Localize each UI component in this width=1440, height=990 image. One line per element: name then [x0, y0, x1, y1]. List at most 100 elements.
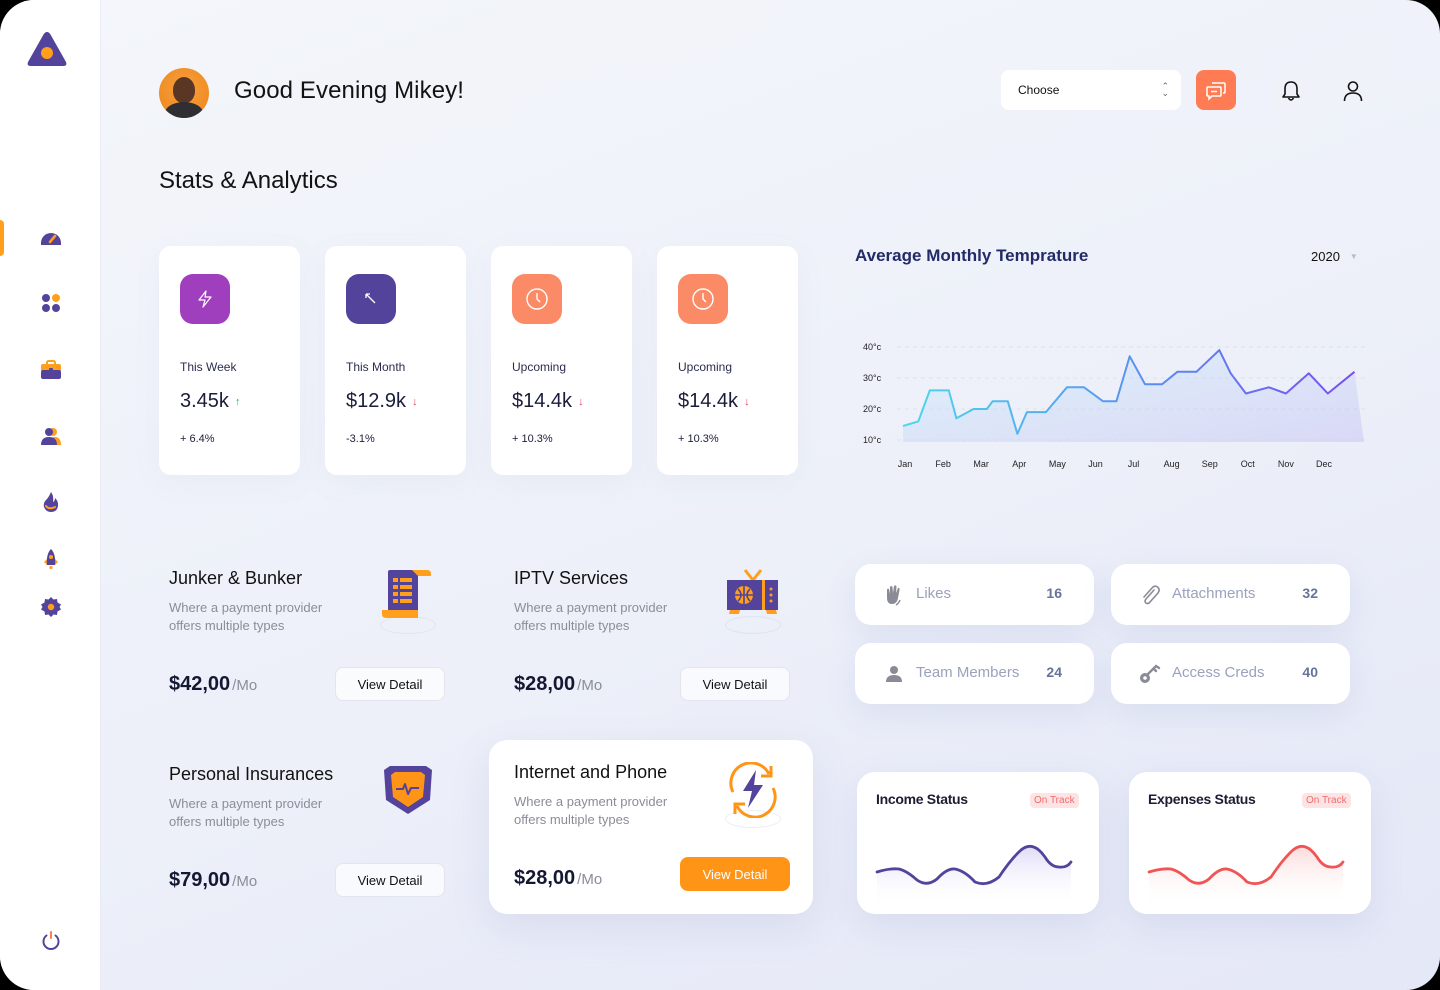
service-description: Where a payment provider offers multiple… — [514, 600, 668, 633]
bell-icon — [1282, 81, 1300, 101]
user-icon — [883, 663, 905, 685]
mini-stat-count: 16 — [1046, 585, 1062, 601]
svg-text:30°c: 30°c — [863, 373, 882, 383]
service-price: $28,00/Mo — [514, 673, 602, 696]
service-title: Junker & Bunker — [169, 568, 303, 588]
service-title: Internet and Phone — [514, 762, 668, 782]
service-price: $42,00/Mo — [169, 673, 257, 696]
key-icon — [1139, 663, 1161, 685]
mini-stat-likes[interactable]: Likes 16 — [855, 564, 1094, 625]
sidebar-item-dashboard[interactable] — [0, 220, 101, 256]
lightning-icon — [198, 290, 212, 308]
view-detail-button[interactable]: View Detail — [680, 667, 790, 701]
year-select[interactable]: 2020 ▼ — [1311, 249, 1358, 264]
avatar[interactable] — [159, 68, 209, 118]
price-period: /Mo — [232, 677, 258, 694]
service-card-junker-bunker: Junker & Bunker Where a payment provider… — [155, 546, 479, 720]
view-detail-button[interactable]: View Detail — [335, 667, 445, 701]
stat-value: 3.45k ↑ — [180, 390, 240, 413]
updown-chevron-icon: ⌃ ⌄ — [1161, 81, 1169, 98]
svg-text:Nov: Nov — [1278, 459, 1295, 469]
stat-value: $14.4k ↓ — [678, 390, 750, 413]
svg-text:Apr: Apr — [1012, 459, 1026, 469]
svg-text:Aug: Aug — [1164, 459, 1180, 469]
mini-stat-team-members[interactable]: Team Members 24 — [855, 643, 1094, 704]
chat-button[interactable] — [1196, 70, 1236, 110]
service-title: Personal Insurances — [169, 764, 334, 784]
svg-text:20°c: 20°c — [863, 404, 882, 414]
status-title: Expenses Status — [1148, 791, 1256, 807]
mini-stat-access-creds[interactable]: Access Creds 40 — [1111, 643, 1350, 704]
view-detail-button[interactable]: View Detail — [680, 857, 790, 891]
user-icon — [1343, 81, 1363, 102]
hand-wave-icon — [883, 584, 905, 606]
income-sparkline — [875, 844, 1073, 907]
arrow-up-left-icon — [365, 293, 376, 304]
sidebar-item-settings[interactable] — [0, 589, 101, 625]
service-description: Where a payment provider offers multiple… — [514, 794, 668, 827]
grid-icon — [41, 294, 60, 312]
avatar-body — [165, 102, 203, 118]
price-period: /Mo — [577, 677, 603, 694]
notifications-button[interactable] — [1278, 78, 1304, 104]
sidebar-item-trending[interactable] — [0, 484, 101, 520]
svg-text:Mar: Mar — [973, 459, 989, 469]
stat-label: This Month — [346, 360, 406, 374]
triangle-logo-icon[interactable] — [26, 30, 68, 68]
stat-change: + 10.3% — [512, 433, 553, 445]
profile-button[interactable] — [1340, 78, 1366, 104]
sidebar-item-users[interactable] — [0, 418, 101, 454]
stat-icon-box — [346, 274, 396, 324]
stat-card-upcoming-1[interactable]: Upcoming $14.4k ↓ + 10.3% — [491, 246, 632, 475]
logout-button[interactable] — [0, 923, 101, 959]
avatar-face — [173, 77, 195, 103]
users-icon — [40, 428, 61, 445]
tv-icon — [725, 568, 781, 634]
mini-stat-label: Team Members — [916, 664, 1020, 681]
expenses-status-card[interactable]: Expenses Status On Track — [1129, 772, 1371, 914]
expenses-sparkline — [1147, 844, 1345, 907]
stat-value-text: $12.9k — [346, 390, 407, 412]
select-value: Choose — [1018, 83, 1060, 97]
mini-stat-count: 40 — [1302, 664, 1318, 680]
stat-icon-box — [678, 274, 728, 324]
rocket-icon — [43, 549, 58, 569]
svg-text:40°c: 40°c — [863, 342, 882, 352]
sidebar-item-portfolio[interactable] — [0, 352, 101, 388]
stat-label: Upcoming — [678, 360, 733, 374]
service-description: Where a payment provider offers multiple… — [169, 600, 323, 633]
price-amount: $28,00 — [514, 673, 576, 695]
svg-text:May: May — [1049, 459, 1067, 469]
svg-text:Jul: Jul — [1128, 459, 1140, 469]
price-amount: $28,00 — [514, 867, 576, 889]
sidebar-item-apps[interactable] — [0, 285, 101, 321]
price-period: /Mo — [232, 873, 258, 890]
trend-down-icon: ↓ — [744, 395, 750, 408]
mini-stat-attachments[interactable]: Attachments 32 — [1111, 564, 1350, 625]
service-card-iptv: IPTV Services Where a payment provider o… — [500, 546, 824, 720]
stat-change: -3.1% — [346, 433, 375, 445]
trend-down-icon: ↓ — [578, 395, 584, 408]
shield-pulse-icon — [380, 764, 436, 824]
status-title: Income Status — [876, 791, 968, 807]
gear-icon — [40, 597, 61, 617]
choose-select[interactable]: Choose ⌃ ⌄ — [1001, 70, 1181, 110]
stat-card-this-month[interactable]: This Month $12.9k ↓ -3.1% — [325, 246, 466, 475]
power-icon — [42, 931, 59, 950]
clock-icon — [526, 288, 548, 310]
chat-icon — [1206, 82, 1226, 101]
caret-down-icon: ▼ — [1349, 252, 1358, 261]
stat-card-this-week[interactable]: This Week 3.45k ↑ + 6.4% — [159, 246, 300, 475]
speedometer-icon — [40, 233, 61, 245]
svg-text:Dec: Dec — [1316, 459, 1333, 469]
service-price: $79,00/Mo — [169, 869, 257, 892]
stat-card-upcoming-2[interactable]: Upcoming $14.4k ↓ + 10.3% — [657, 246, 798, 475]
svg-text:Jan: Jan — [898, 459, 913, 469]
view-detail-button[interactable]: View Detail — [335, 863, 445, 897]
income-status-card[interactable]: Income Status On Track — [857, 772, 1099, 914]
stat-value-text: $14.4k — [512, 390, 573, 412]
briefcase-icon — [40, 360, 61, 379]
status-badge: On Track — [1302, 793, 1351, 808]
sidebar-item-launch[interactable] — [0, 541, 101, 577]
